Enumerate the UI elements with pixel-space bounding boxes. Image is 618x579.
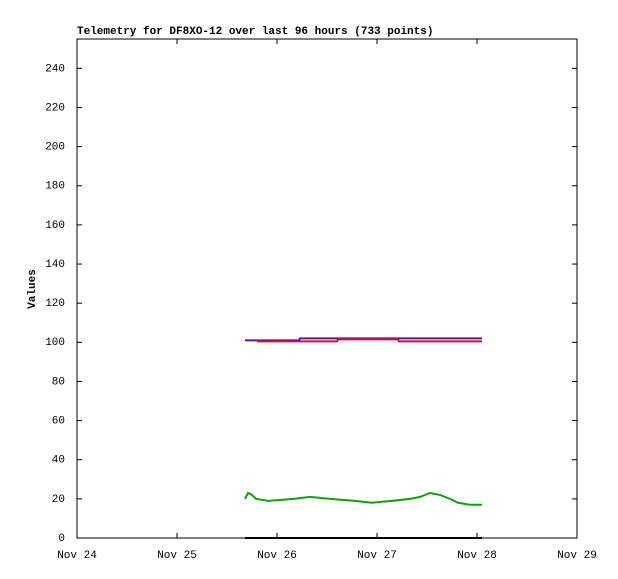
y-tick-label: 200 bbox=[45, 142, 65, 154]
y-tick-label: 100 bbox=[45, 337, 65, 349]
y-tick-label: 120 bbox=[45, 298, 65, 310]
x-tick-label: Nov 24 bbox=[57, 550, 97, 562]
series-line bbox=[244, 491, 482, 506]
x-tick-label: Nov 29 bbox=[557, 550, 597, 562]
y-tick-label: 0 bbox=[58, 533, 65, 545]
x-tick-label: Nov 27 bbox=[357, 550, 397, 562]
y-tick-label: 20 bbox=[52, 494, 65, 506]
y-tick-label: 220 bbox=[45, 102, 65, 114]
x-tick-label: Nov 28 bbox=[457, 550, 497, 562]
y-tick-label: 60 bbox=[52, 415, 65, 427]
y-axis-label: Values bbox=[27, 269, 39, 309]
y-tick-label: 140 bbox=[45, 259, 65, 271]
y-tick-label: 40 bbox=[52, 455, 65, 467]
y-tick-label: 80 bbox=[52, 376, 65, 388]
y-tick-label: 160 bbox=[45, 220, 65, 232]
y-tick-label: 240 bbox=[45, 63, 65, 75]
series-line bbox=[257, 338, 482, 343]
x-tick-label: Nov 26 bbox=[257, 550, 297, 562]
chart-title: Telemetry for DF8XO-12 over last 96 hour… bbox=[77, 26, 433, 38]
y-tick-label: 180 bbox=[45, 181, 65, 193]
x-tick-label: Nov 25 bbox=[157, 550, 197, 562]
plot-frame bbox=[76, 38, 578, 539]
